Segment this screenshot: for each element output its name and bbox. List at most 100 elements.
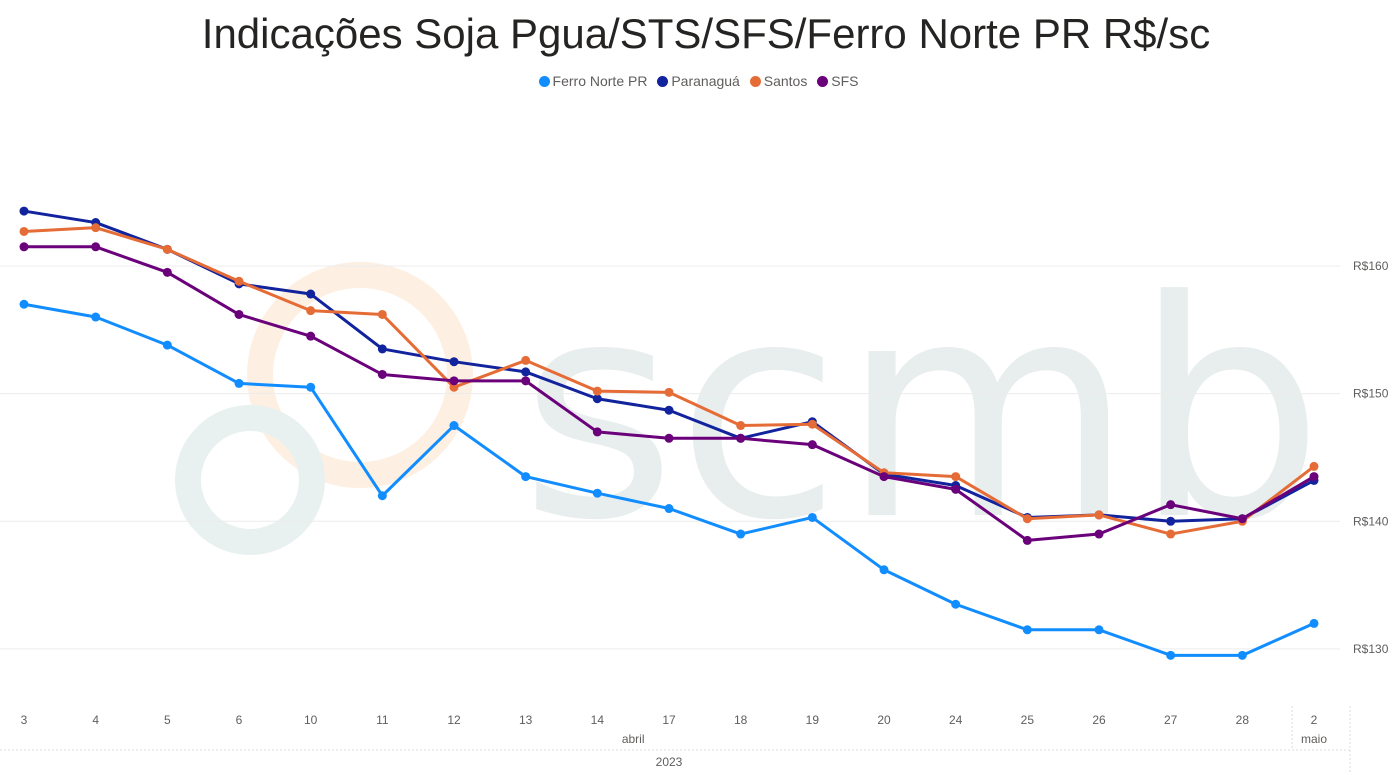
data-point-ferro-norte-pr	[1309, 618, 1319, 628]
y-axis: R$130 R$140 R$150 R$160	[1353, 259, 1389, 656]
y-tick-label: R$150	[1353, 387, 1389, 401]
data-point-ferro-norte-pr	[234, 378, 244, 388]
data-point-ferro-norte-pr	[736, 529, 746, 539]
x-tick-label: 20	[877, 713, 891, 727]
data-point-ferro-norte-pr	[1022, 625, 1032, 635]
data-point-ferro-norte-pr	[306, 382, 316, 392]
x-tick-label: 13	[519, 713, 533, 727]
data-point-sfs	[1237, 514, 1247, 524]
data-point-sfs	[19, 242, 29, 252]
data-point-ferro-norte-pr	[449, 421, 459, 431]
data-point-sfs	[807, 440, 817, 450]
data-point-santos	[951, 472, 961, 482]
x-month-label: maio	[1301, 732, 1327, 746]
watermark-logo: scmb	[175, 237, 1324, 586]
data-point-ferro-norte-pr	[377, 491, 387, 501]
data-point-ferro-norte-pr	[1166, 650, 1176, 660]
chart-title: Indicações Soja Pgua/STS/SFS/Ferro Norte…	[201, 10, 1211, 57]
legend-label-ferro-norte: Ferro Norte PR	[552, 73, 648, 89]
data-point-paranagua	[521, 367, 531, 377]
series-layer	[19, 206, 1319, 660]
legend-marker-ferro-norte	[538, 76, 550, 87]
data-point-sfs	[1309, 472, 1319, 482]
data-point-ferro-norte-pr	[521, 472, 531, 482]
watermark-text: scmb	[520, 237, 1324, 586]
data-point-sfs	[1022, 535, 1032, 545]
data-point-santos	[234, 276, 244, 286]
x-tick-label: 28	[1236, 713, 1250, 727]
data-point-paranagua	[377, 344, 387, 354]
x-tick-label: 11	[376, 713, 389, 727]
legend-item-santos[interactable]: Santos	[749, 73, 808, 89]
data-point-sfs	[951, 484, 961, 494]
data-point-santos	[592, 386, 602, 396]
x-tick-label: 17	[662, 713, 676, 727]
data-point-sfs	[162, 267, 172, 277]
legend-item-sfs[interactable]: SFS	[817, 73, 858, 89]
x-tick-label: 24	[949, 713, 963, 727]
x-month-label: abril	[622, 732, 645, 746]
data-point-santos	[807, 419, 817, 429]
legend-item-paranagua[interactable]: Paranaguá	[657, 73, 740, 89]
legend-marker-paranagua	[657, 76, 669, 87]
data-point-sfs	[592, 427, 602, 437]
legend-item-ferro-norte[interactable]: Ferro Norte PR	[538, 73, 648, 89]
data-point-ferro-norte-pr	[1237, 650, 1247, 660]
data-point-sfs	[521, 376, 531, 386]
data-point-ferro-norte-pr	[592, 488, 602, 498]
x-axis: 3 4 5 6 10 11 12 13 14 17 18 19 20 24 25 26 27 28 2 abril ma…	[0, 706, 1351, 772]
data-point-ferro-norte-pr	[807, 512, 817, 522]
x-tick-label: 14	[591, 713, 605, 727]
x-tick-label: 12	[447, 713, 461, 727]
data-point-ferro-norte-pr	[879, 565, 889, 575]
data-point-santos	[664, 387, 674, 397]
data-point-paranagua	[449, 357, 459, 367]
data-point-paranagua	[592, 394, 602, 404]
data-point-santos	[449, 382, 459, 392]
data-point-sfs	[664, 433, 674, 443]
data-point-sfs	[449, 376, 459, 386]
x-year-label: 2023	[656, 755, 683, 769]
data-point-sfs	[736, 433, 746, 443]
data-point-santos	[162, 244, 172, 254]
x-tick-label: 18	[734, 713, 748, 727]
legend: Ferro Norte PR Paranaguá Santos SFS	[0, 73, 1397, 89]
x-tick-label: 5	[164, 713, 171, 727]
data-point-sfs	[234, 309, 244, 319]
data-point-santos	[521, 355, 531, 365]
data-point-santos	[91, 223, 101, 233]
data-point-santos	[19, 226, 29, 236]
data-point-ferro-norte-pr	[664, 504, 674, 514]
x-tick-label: 19	[806, 713, 820, 727]
data-point-paranagua	[664, 405, 674, 415]
data-point-paranagua	[19, 206, 29, 216]
x-tick-label: 4	[92, 713, 99, 727]
legend-label-paranagua: Paranaguá	[671, 73, 740, 89]
x-tick-label: 26	[1092, 713, 1106, 727]
data-point-ferro-norte-pr	[19, 299, 29, 309]
data-point-paranagua	[1166, 516, 1176, 526]
y-tick-label: R$160	[1353, 259, 1389, 273]
data-point-santos	[377, 309, 387, 319]
legend-marker-santos	[749, 76, 761, 87]
legend-label-sfs: SFS	[831, 73, 859, 89]
data-point-sfs	[91, 242, 101, 252]
data-point-santos	[1309, 461, 1319, 471]
watermark-ring-orange	[247, 262, 473, 488]
x-tick-label: 3	[21, 713, 28, 727]
data-point-ferro-norte-pr	[162, 340, 172, 350]
legend-label-santos: Santos	[763, 73, 808, 89]
x-tick-label: 6	[236, 713, 243, 727]
data-point-ferro-norte-pr	[1094, 625, 1104, 635]
watermark-ring-green	[175, 405, 325, 555]
y-tick-label: R$140	[1353, 514, 1389, 528]
data-point-santos	[1166, 529, 1176, 539]
data-point-santos	[736, 421, 746, 431]
y-tick-label: R$130	[1353, 642, 1389, 656]
data-point-sfs	[879, 472, 889, 482]
data-point-sfs	[1094, 529, 1104, 539]
x-tick-label: 25	[1021, 713, 1035, 727]
data-point-sfs	[1166, 500, 1176, 510]
x-tick-label: 10	[304, 713, 318, 727]
